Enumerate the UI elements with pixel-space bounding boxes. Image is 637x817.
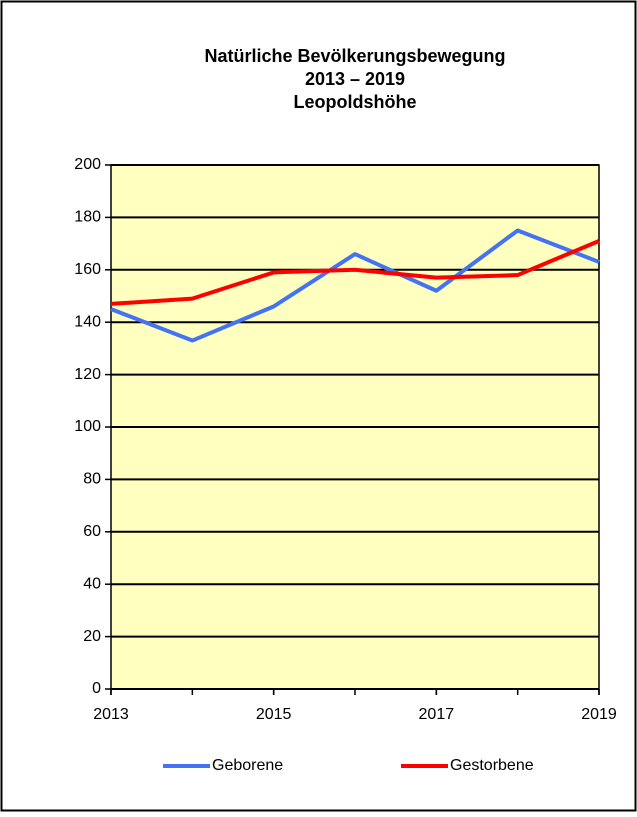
chart-title: 2013 – 2019 xyxy=(305,69,405,89)
y-tick-label: 160 xyxy=(74,261,101,278)
y-tick-label: 0 xyxy=(92,680,101,697)
legend-label: Gestorbene xyxy=(450,757,534,774)
y-tick-label: 60 xyxy=(83,523,101,540)
y-tick-label: 200 xyxy=(74,156,101,173)
series-line xyxy=(110,239,600,306)
series-line xyxy=(110,228,600,343)
x-tick-label: 2013 xyxy=(93,706,129,723)
y-tick-label: 20 xyxy=(83,628,101,645)
y-tick-label: 140 xyxy=(74,313,101,330)
y-tick-label: 100 xyxy=(74,418,101,435)
x-tick-label: 2015 xyxy=(256,706,292,723)
y-tick-label: 180 xyxy=(74,209,101,226)
x-tick-label: 2017 xyxy=(419,706,455,723)
y-tick-label: 80 xyxy=(83,471,101,488)
chart-title: Natürliche Bevölkerungsbewegung xyxy=(204,46,505,66)
y-tick-label: 40 xyxy=(83,575,101,592)
y-tick-label: 120 xyxy=(74,366,101,383)
x-tick-label: 2019 xyxy=(581,706,617,723)
chart-title: Leopoldshöhe xyxy=(294,92,417,112)
legend-label: Geborene xyxy=(212,757,283,774)
